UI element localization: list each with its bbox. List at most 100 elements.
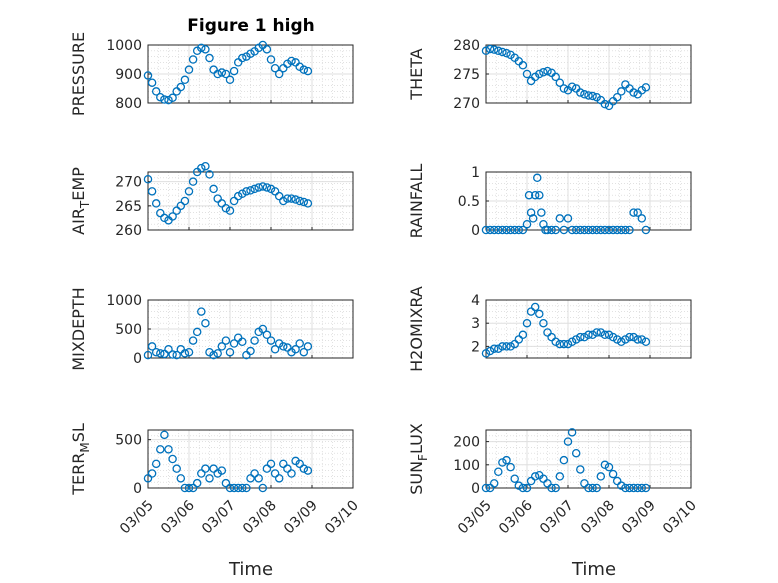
data-point — [180, 349, 190, 358]
data-point — [637, 214, 647, 223]
data-point — [629, 88, 638, 97]
data-point — [625, 332, 634, 342]
data-point — [518, 330, 528, 340]
data-point — [160, 430, 169, 440]
data-point — [213, 349, 222, 358]
data-point — [604, 225, 614, 235]
data-point — [539, 318, 548, 328]
data-point — [571, 335, 581, 344]
data-point — [567, 225, 577, 235]
subplot-2: 270 275 280 THETA — [407, 38, 692, 112]
data-point — [213, 194, 222, 203]
data-point — [584, 91, 593, 100]
data-point — [489, 225, 499, 235]
data-point — [188, 55, 198, 64]
data-point — [592, 328, 601, 337]
data-point — [629, 208, 638, 217]
y-tick-label: 100 — [453, 458, 480, 474]
y-axis-label: SUNFLUX — [407, 423, 430, 495]
data-point — [172, 350, 181, 360]
data-point — [143, 71, 153, 80]
data-point — [494, 344, 503, 353]
data-point — [514, 225, 524, 235]
data-point — [481, 483, 491, 493]
data-point — [156, 349, 165, 358]
data-point — [254, 474, 263, 483]
data-point — [303, 199, 313, 208]
data-point — [270, 345, 280, 354]
data-point — [238, 53, 247, 63]
data-point — [637, 335, 647, 344]
data-point — [213, 69, 222, 79]
data-point — [217, 466, 227, 475]
data-point — [266, 459, 276, 469]
data-point — [180, 196, 190, 206]
data-point — [555, 472, 565, 481]
data-point — [555, 78, 565, 87]
data-point — [621, 483, 630, 493]
data-point — [571, 448, 581, 458]
data-point — [160, 213, 169, 223]
data-point — [225, 206, 235, 215]
data-point — [258, 324, 268, 334]
data-point — [238, 337, 247, 347]
data-point — [494, 46, 503, 56]
data-point — [510, 474, 519, 483]
data-point — [539, 219, 548, 229]
data-point — [596, 472, 606, 481]
data-point — [494, 467, 503, 477]
data-point — [262, 464, 272, 473]
data-point — [489, 45, 499, 54]
y-tick-label: 1000 — [106, 293, 142, 309]
data-point — [156, 208, 165, 218]
data-point — [192, 327, 202, 337]
data-point — [621, 225, 630, 235]
y-tick-label: 270 — [453, 96, 480, 112]
data-point — [209, 184, 218, 194]
data-point — [258, 182, 268, 191]
y-axis-label: MIXDEPTH — [69, 287, 88, 370]
data-point — [283, 464, 292, 473]
y-axis-label: RAINFALL — [407, 164, 426, 239]
data-point — [201, 45, 210, 54]
data-point — [221, 336, 231, 345]
data-point — [596, 328, 606, 337]
data-point — [485, 346, 495, 356]
data-point — [246, 49, 255, 58]
data-point — [485, 44, 495, 54]
data-point — [617, 87, 626, 96]
data-point — [201, 464, 210, 473]
y-axis-label: THETA — [407, 48, 426, 100]
data-point — [584, 483, 593, 493]
data-point — [184, 65, 194, 74]
data-point — [295, 459, 304, 469]
data-point — [233, 483, 243, 493]
data-point — [147, 78, 157, 87]
data-point — [287, 469, 296, 478]
data-point — [641, 83, 651, 92]
data-point — [530, 190, 540, 200]
data-point — [530, 302, 540, 312]
data-point — [502, 455, 511, 465]
data-point — [588, 330, 597, 340]
x-axis-label-right: Time — [571, 559, 616, 580]
data-point — [481, 349, 491, 358]
data-point — [303, 342, 313, 351]
x-axis-label-left: Time — [228, 559, 273, 580]
data-point — [262, 183, 272, 192]
data-point — [250, 336, 259, 345]
data-point — [238, 189, 247, 198]
data-point — [143, 174, 153, 184]
data-point — [143, 474, 153, 483]
data-point — [197, 307, 206, 316]
data-point — [217, 342, 227, 351]
data-point — [518, 225, 528, 235]
data-point — [543, 225, 552, 235]
y-axis-label: AIRTEMP — [69, 167, 92, 235]
data-point — [295, 196, 304, 206]
data-point — [270, 63, 280, 73]
y-tick-label: 280 — [453, 38, 480, 54]
data-point — [246, 346, 255, 356]
